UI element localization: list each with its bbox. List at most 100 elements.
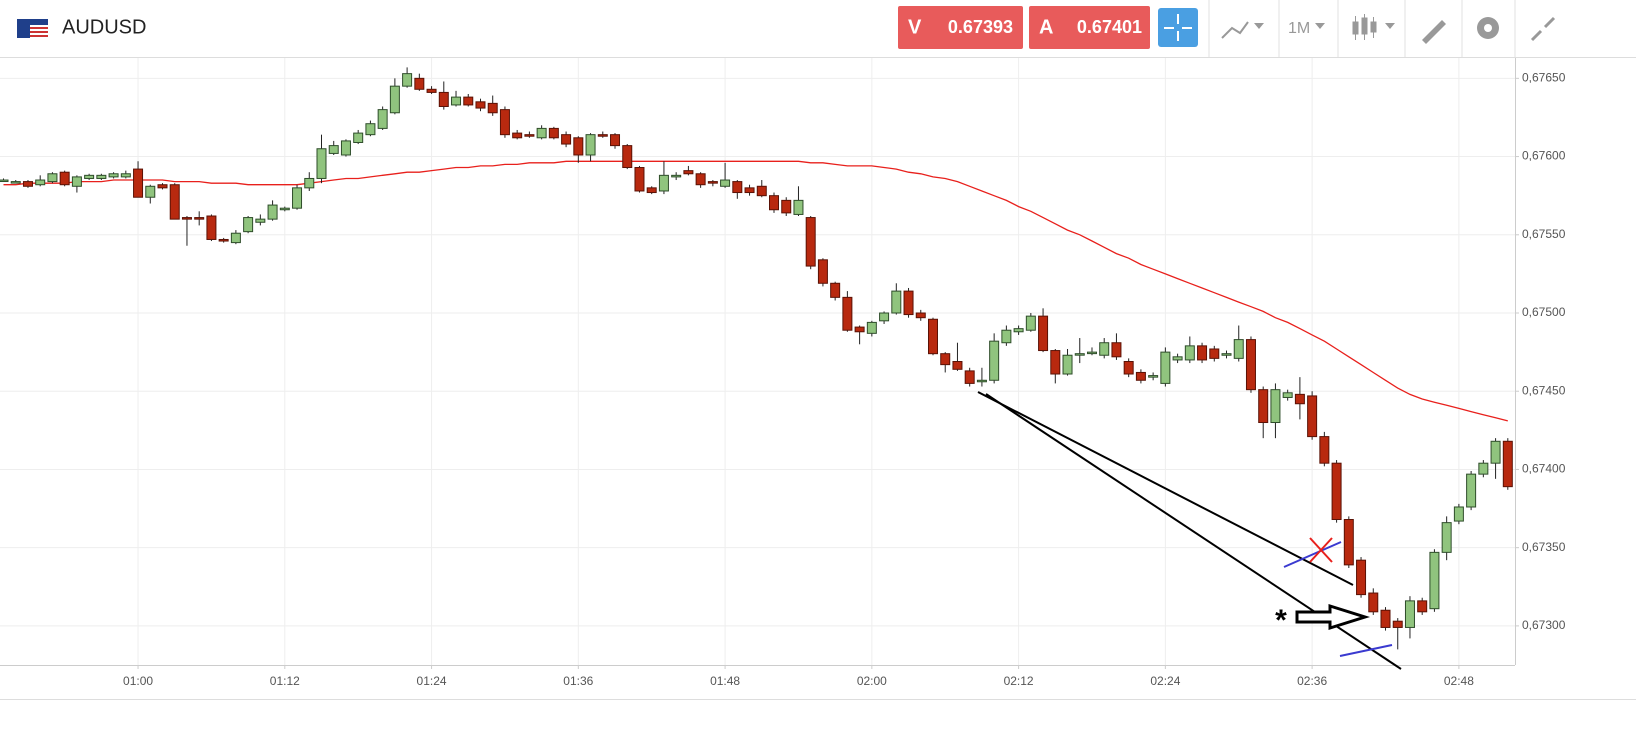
candle-body [1148,375,1159,378]
candle-body [169,184,180,220]
crosshair-button[interactable] [1158,8,1198,47]
buy-button[interactable] [1029,6,1150,49]
candle-body [1025,315,1036,331]
candle-body [707,181,718,184]
candle-body [1392,620,1403,628]
candle-body [1478,462,1489,475]
candle-body [1343,519,1354,566]
candle-body [499,109,510,136]
candle-body [96,174,107,179]
candle-body [451,96,462,106]
candle-body [964,370,975,384]
candle-body [854,326,865,333]
sell-button[interactable] [898,6,1023,49]
candle-body [793,199,804,215]
y-tick-label: 0,67300 [1522,618,1566,632]
candle-body [683,170,694,175]
collapse-button[interactable] [1530,16,1556,42]
y-tick-label: 0,67350 [1522,540,1566,554]
candle-body [487,102,498,114]
candle-body [316,148,327,179]
y-tick-label: 0,67600 [1522,149,1566,163]
candle-body [10,181,21,184]
candle-body [536,127,547,139]
candle-body [267,204,278,220]
candle-body [1404,600,1415,628]
candle-body [35,179,46,186]
y-tick-label: 0,67500 [1522,305,1566,319]
candle-body [145,185,156,198]
candle-body [84,174,95,179]
candle-body [842,296,853,331]
candle-body [1086,351,1097,355]
symbol: AUDUSD [62,16,146,38]
candle-body [830,282,841,298]
candle-body [1380,609,1391,628]
candle-body [292,187,303,209]
candle-body [720,179,731,187]
candle-body [1356,559,1367,596]
buy-price: 0.67401 [1077,17,1142,37]
annotation: * [1275,604,1287,637]
candle-body [1038,315,1049,352]
x-tick-label: 01:12 [270,674,300,688]
candle-body [1062,354,1073,375]
candle-body [769,195,780,211]
timeframe[interactable]: 1M [1288,20,1310,37]
candle-body [1245,339,1256,391]
chart-type-button[interactable] [1221,21,1264,39]
candle-body [0,179,9,183]
candle-body [1184,345,1195,361]
candle-body [658,174,669,192]
candle-body [1099,342,1110,356]
candle-body [976,379,987,383]
hollow-arrow [1295,603,1371,631]
candle-body [1331,462,1342,521]
y-tick-label: 0,67550 [1522,227,1566,241]
x-tick-label: 01:00 [123,674,153,688]
settings-button[interactable] [1477,17,1499,39]
candle-body [22,181,33,187]
candle-body [328,145,339,154]
x-tick-label: 02:36 [1297,674,1327,688]
y-tick-label: 0,67400 [1522,462,1566,476]
candle-body [1197,345,1208,361]
candle-body [622,145,633,169]
sell-price: 0.67393 [948,17,1013,37]
candle-body [279,207,290,211]
candle-body [206,215,217,240]
candle-body [781,199,792,214]
candle-body [548,127,559,139]
x-tick-label: 02:48 [1444,674,1474,688]
flag-icon [17,19,48,38]
draw-button[interactable] [1422,20,1446,44]
candle-body [866,321,877,334]
candle-body [1368,592,1379,613]
candle-body [353,132,364,143]
candle-body [1172,356,1183,361]
candle-body [181,217,192,220]
candle-style-button[interactable] [1352,14,1395,40]
candle-body [512,132,523,139]
candle-body [1013,328,1024,333]
candle-body [1307,395,1318,438]
candle-body [1270,389,1281,424]
candle-body [475,101,486,109]
candle-body [304,177,315,189]
x-tick-label: 01:48 [710,674,740,688]
buy-label: A [1039,16,1053,38]
candle-body [402,73,413,87]
candle-body [805,217,816,267]
candle-body [940,353,951,366]
candle-body [1429,551,1440,610]
candle-body [1282,392,1293,398]
candle-body [1258,389,1269,424]
user-drawings: * [977,391,1402,670]
candle-body [646,187,657,194]
candle-body [255,218,266,223]
sell-label: V [908,16,922,38]
trend-line [985,393,1402,670]
candle-body [1466,473,1477,508]
candle-body [133,168,144,198]
